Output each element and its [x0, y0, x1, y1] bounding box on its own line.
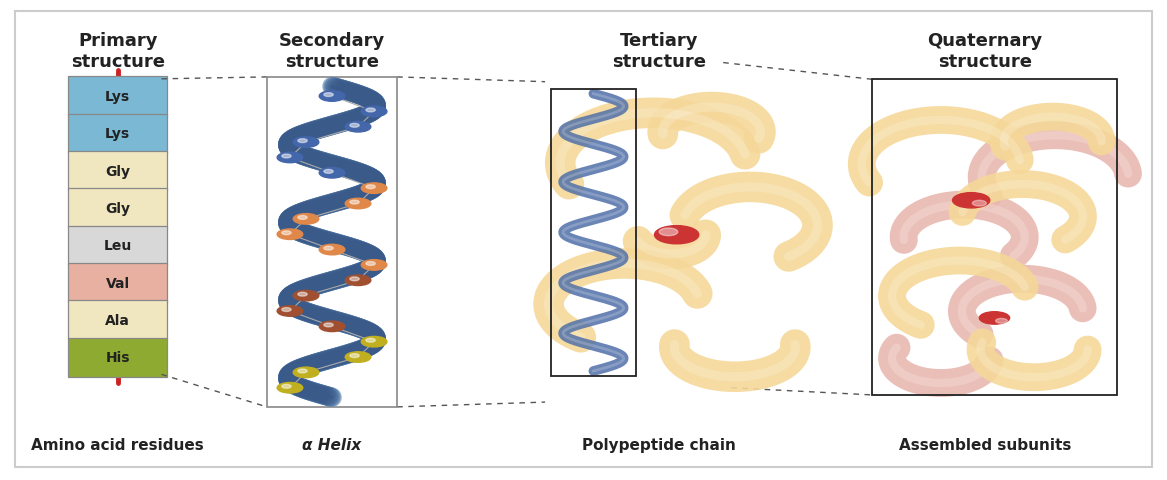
FancyBboxPatch shape [69, 115, 167, 154]
Text: His: His [105, 350, 130, 364]
Circle shape [979, 312, 1009, 324]
FancyBboxPatch shape [69, 152, 167, 191]
Circle shape [293, 214, 319, 225]
Circle shape [298, 369, 307, 373]
Circle shape [972, 201, 986, 206]
Text: Primary
structure: Primary structure [71, 33, 165, 71]
Circle shape [952, 193, 990, 208]
Circle shape [324, 324, 334, 327]
Circle shape [293, 138, 319, 148]
FancyBboxPatch shape [69, 77, 167, 116]
Text: Lys: Lys [105, 127, 131, 141]
Circle shape [298, 140, 307, 143]
Circle shape [366, 185, 376, 189]
Text: α Helix: α Helix [302, 437, 362, 452]
Circle shape [281, 231, 291, 235]
Circle shape [281, 155, 291, 158]
Circle shape [293, 367, 319, 378]
Circle shape [362, 183, 387, 194]
FancyBboxPatch shape [69, 264, 167, 302]
Circle shape [366, 338, 376, 342]
Circle shape [995, 319, 1007, 324]
Circle shape [320, 92, 344, 102]
Circle shape [298, 216, 307, 220]
FancyBboxPatch shape [69, 300, 167, 340]
FancyBboxPatch shape [69, 338, 167, 377]
Text: Ala: Ala [105, 313, 131, 327]
FancyBboxPatch shape [69, 189, 167, 228]
Circle shape [350, 201, 359, 204]
Text: Secondary
structure: Secondary structure [279, 33, 385, 71]
Circle shape [320, 322, 344, 332]
Circle shape [298, 293, 307, 297]
Circle shape [324, 94, 334, 97]
Circle shape [324, 170, 334, 174]
Circle shape [362, 260, 387, 271]
Bar [551, 90, 636, 376]
Text: Quaternary
structure: Quaternary structure [928, 33, 1043, 71]
Circle shape [345, 122, 371, 133]
Circle shape [345, 276, 371, 286]
Circle shape [320, 245, 344, 255]
Circle shape [362, 337, 387, 347]
Circle shape [320, 168, 344, 179]
Circle shape [281, 308, 291, 312]
Circle shape [277, 229, 302, 240]
Circle shape [324, 247, 334, 251]
Circle shape [350, 354, 359, 358]
Text: Tertiary
structure: Tertiary structure [613, 33, 706, 71]
Circle shape [277, 153, 302, 163]
Circle shape [345, 199, 371, 209]
Text: Assembled subunits: Assembled subunits [899, 437, 1071, 452]
Circle shape [362, 107, 387, 118]
Text: Val: Val [106, 276, 130, 290]
Circle shape [277, 306, 302, 317]
Circle shape [281, 384, 291, 388]
Circle shape [350, 277, 359, 281]
Text: Lys: Lys [105, 90, 131, 104]
Text: Amino acid residues: Amino acid residues [32, 437, 204, 452]
Circle shape [366, 109, 376, 113]
Text: Polypeptide chain: Polypeptide chain [582, 437, 736, 452]
Circle shape [366, 262, 376, 266]
Text: Leu: Leu [104, 239, 132, 252]
Text: Gly: Gly [105, 164, 131, 178]
FancyBboxPatch shape [69, 226, 167, 265]
Bar [267, 78, 397, 407]
Circle shape [655, 226, 699, 244]
Circle shape [293, 291, 319, 301]
Circle shape [277, 383, 302, 393]
Circle shape [659, 228, 678, 236]
Circle shape [345, 352, 371, 362]
Text: Gly: Gly [105, 202, 131, 216]
Bar [872, 80, 1117, 395]
Circle shape [350, 124, 359, 128]
